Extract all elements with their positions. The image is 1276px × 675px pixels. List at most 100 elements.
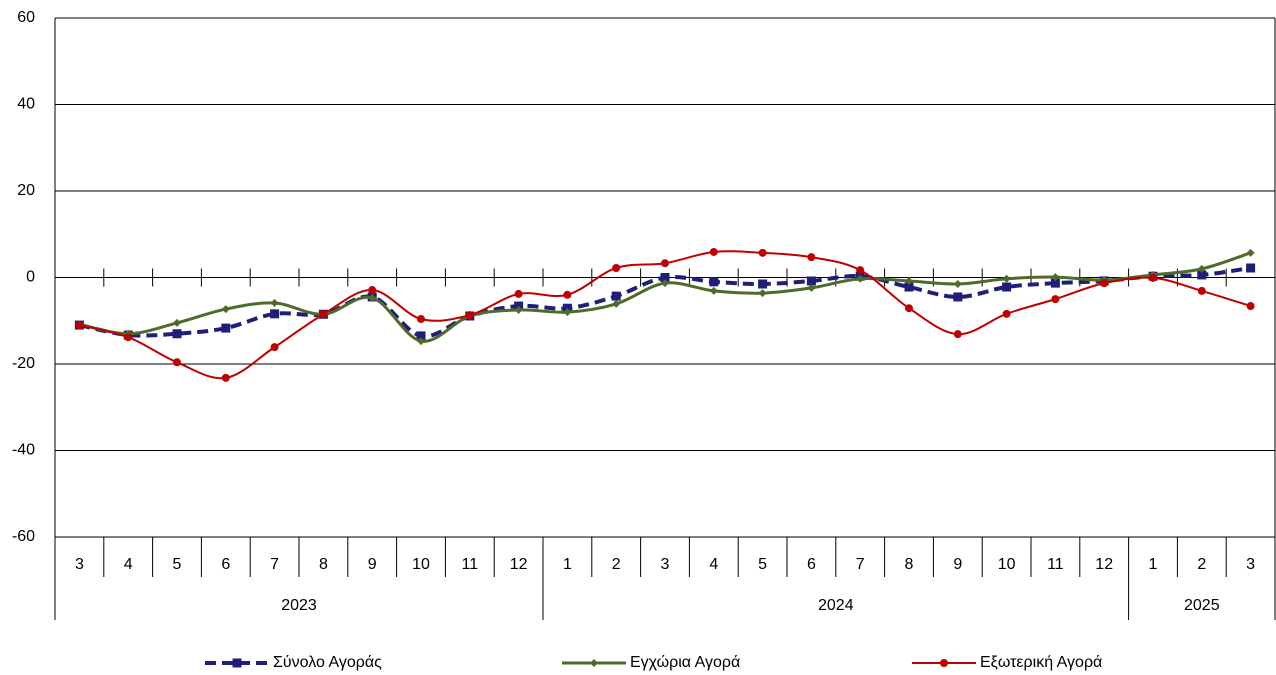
y-tick-label: 40 <box>17 96 35 113</box>
marker <box>563 308 572 317</box>
marker <box>221 323 231 333</box>
marker <box>807 253 816 262</box>
y-tick-label: -60 <box>12 528 35 545</box>
marker <box>709 286 718 295</box>
marker <box>1197 270 1207 280</box>
x-tick-label: 6 <box>807 556 816 573</box>
x-tick-label: 4 <box>709 556 718 573</box>
x-tick-label: 9 <box>953 556 962 573</box>
marker <box>661 259 669 268</box>
marker <box>709 277 719 287</box>
marker <box>514 305 523 314</box>
marker <box>1002 282 1012 292</box>
y-tick-label: 20 <box>17 182 35 199</box>
marker <box>232 658 242 668</box>
marker <box>173 318 181 327</box>
marker <box>75 321 84 330</box>
marker <box>807 283 816 292</box>
marker <box>1197 264 1206 273</box>
marker <box>953 330 962 339</box>
group-label: 2025 <box>1184 597 1220 614</box>
marker <box>758 248 767 257</box>
marker <box>1002 274 1011 283</box>
legend-label: Εγχώρια Αγορά <box>630 654 740 671</box>
legend-label: Εξωτερική Αγορά <box>980 654 1102 671</box>
y-tick-label: 60 <box>17 9 35 26</box>
marker <box>856 266 865 275</box>
series-line <box>79 250 1251 380</box>
x-tick-label: 8 <box>319 556 328 573</box>
marker <box>1050 278 1060 288</box>
marker <box>416 331 426 341</box>
marker <box>709 247 718 256</box>
marker <box>905 304 913 313</box>
x-tick-label: 8 <box>905 556 914 573</box>
marker <box>1100 279 1109 288</box>
marker <box>905 276 913 285</box>
x-tick-label: 3 <box>1246 556 1255 573</box>
x-tick-label: 11 <box>461 556 478 573</box>
marker <box>417 315 425 324</box>
marker <box>1149 273 1157 282</box>
marker <box>270 343 279 352</box>
x-tick-label: 5 <box>173 556 182 573</box>
x-tick-label: 10 <box>412 556 430 573</box>
marker <box>563 290 572 299</box>
x-tick-label: 3 <box>75 556 84 573</box>
marker <box>904 282 914 292</box>
marker <box>221 305 230 314</box>
marker <box>270 299 279 308</box>
marker <box>953 279 962 288</box>
marker <box>124 333 133 342</box>
legend-label: Σύνολο Αγοράς <box>273 654 382 671</box>
y-tick-label: 0 <box>26 269 35 286</box>
x-tick-label: 7 <box>856 556 865 573</box>
marker <box>319 310 328 319</box>
marker <box>611 291 621 301</box>
marker <box>1197 286 1206 295</box>
marker <box>940 659 948 667</box>
x-tick-label: 1 <box>1149 556 1158 573</box>
marker <box>806 276 816 286</box>
marker <box>590 659 598 667</box>
marker <box>612 299 621 308</box>
group-label: 2024 <box>818 597 854 614</box>
marker <box>1051 273 1060 282</box>
marker <box>172 329 182 339</box>
marker <box>1246 263 1256 273</box>
x-tick-label: 4 <box>124 556 133 573</box>
marker <box>1002 309 1011 318</box>
x-tick-label: 1 <box>563 556 572 573</box>
x-tick-label: 3 <box>661 556 670 573</box>
marker <box>758 279 768 289</box>
marker <box>953 292 963 302</box>
x-tick-label: 10 <box>998 556 1016 573</box>
y-tick-label: -40 <box>12 442 35 459</box>
x-tick-label: 11 <box>1047 556 1064 573</box>
x-tick-label: 6 <box>221 556 230 573</box>
x-tick-label: 2 <box>612 556 621 573</box>
x-tick-label: 7 <box>270 556 279 573</box>
marker <box>270 309 280 319</box>
marker <box>1246 302 1255 311</box>
marker <box>368 286 377 295</box>
group-label: 2023 <box>281 597 317 614</box>
marker <box>465 311 474 320</box>
x-tick-label: 12 <box>510 556 528 573</box>
marker <box>856 274 865 283</box>
marker <box>368 293 377 302</box>
x-tick-label: 9 <box>368 556 377 573</box>
marker <box>1051 295 1060 304</box>
y-tick-label: -20 <box>12 355 35 372</box>
marker <box>612 263 621 272</box>
marker <box>661 279 669 288</box>
marker <box>660 273 670 282</box>
x-tick-label: 5 <box>758 556 767 573</box>
marker <box>758 289 767 298</box>
x-tick-label: 2 <box>1197 556 1206 573</box>
x-tick-label: 12 <box>1095 556 1113 573</box>
marker <box>221 373 230 382</box>
marker <box>514 289 523 298</box>
marker <box>1246 248 1255 257</box>
